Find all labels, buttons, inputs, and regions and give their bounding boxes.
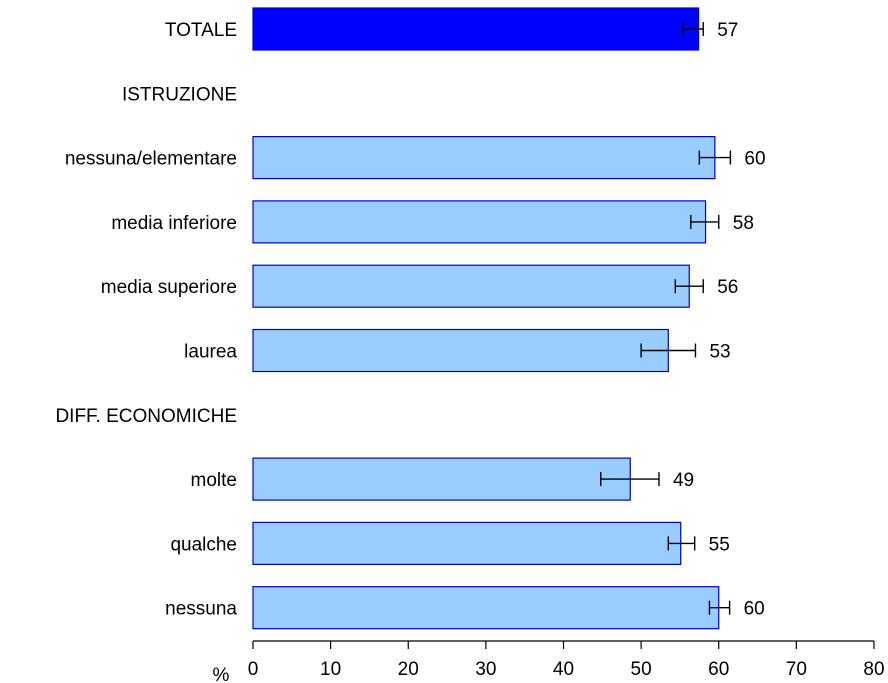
x-tick-label: 60 — [708, 659, 729, 680]
x-tick-label: 10 — [320, 659, 341, 680]
bar — [252, 328, 669, 373]
category-label: TOTALE — [165, 20, 237, 41]
x-tick-label: 50 — [631, 659, 652, 680]
bar — [252, 7, 700, 51]
x-tick-label: 20 — [398, 659, 419, 680]
x-tick-label: 80 — [863, 659, 884, 680]
bar — [252, 586, 720, 630]
category-label: nessuna — [165, 599, 237, 620]
x-tick-label: 0 — [248, 659, 259, 680]
category-label: qualche — [170, 534, 237, 555]
category-label: nessuna/elementare — [65, 149, 237, 170]
data-label: 49 — [673, 470, 694, 491]
x-unit-label: % — [213, 665, 230, 683]
bar — [252, 136, 716, 180]
x-tick-label: 40 — [553, 659, 574, 680]
bar — [252, 457, 631, 501]
x-tick-label: 30 — [475, 659, 496, 680]
data-label: 60 — [744, 599, 765, 620]
category-label: media superiore — [101, 277, 237, 298]
bar — [252, 521, 682, 566]
data-label: 60 — [744, 149, 765, 170]
category-label: laurea — [184, 342, 237, 363]
data-label: 55 — [709, 534, 730, 555]
bar — [252, 200, 707, 244]
category-label: ISTRUZIONE — [122, 84, 237, 105]
bar — [252, 264, 690, 308]
data-label: 57 — [717, 20, 738, 41]
data-label: 53 — [709, 342, 730, 363]
data-label: 58 — [733, 213, 754, 234]
data-label: 56 — [717, 277, 738, 298]
x-tick-label: 70 — [786, 659, 807, 680]
category-label: DIFF. ECONOMICHE — [55, 406, 237, 427]
category-label: molte — [191, 470, 237, 491]
category-label: media inferiore — [111, 213, 237, 234]
